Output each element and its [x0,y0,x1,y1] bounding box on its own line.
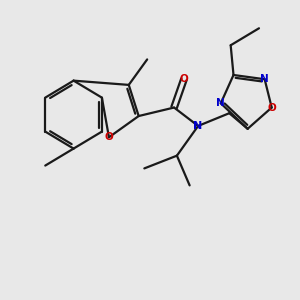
Text: O: O [180,74,188,84]
Text: N: N [194,121,203,131]
Text: O: O [105,132,113,142]
Text: O: O [267,103,276,112]
Text: N: N [260,74,269,84]
Text: N: N [216,98,225,108]
